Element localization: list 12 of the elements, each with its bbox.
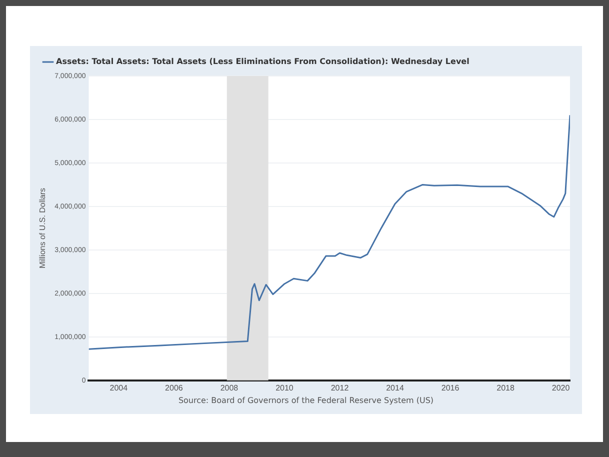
x-tick-label: 2020 <box>552 383 570 392</box>
x-tick-label: 2014 <box>386 383 404 392</box>
x-tick-label: 2008 <box>220 383 239 392</box>
x-tick-label: 2006 <box>165 383 184 392</box>
legend-label: Assets: Total Assets: Total Assets (Less Eliminations From Consolidation): Wednesday Level <box>56 57 470 66</box>
x-tick-label: 2004 <box>110 383 128 392</box>
x-tick-label: 2018 <box>496 383 515 392</box>
x-tick-label: 2016 <box>441 383 460 392</box>
source-note: Source: Board of Governors of the Federal Reserve System (US) <box>177 396 435 405</box>
x-tick-label: 2010 <box>276 383 294 392</box>
x-tick-label: 2012 <box>330 383 350 392</box>
y-axis-title: Millions of U.S. Dollars <box>38 188 48 268</box>
